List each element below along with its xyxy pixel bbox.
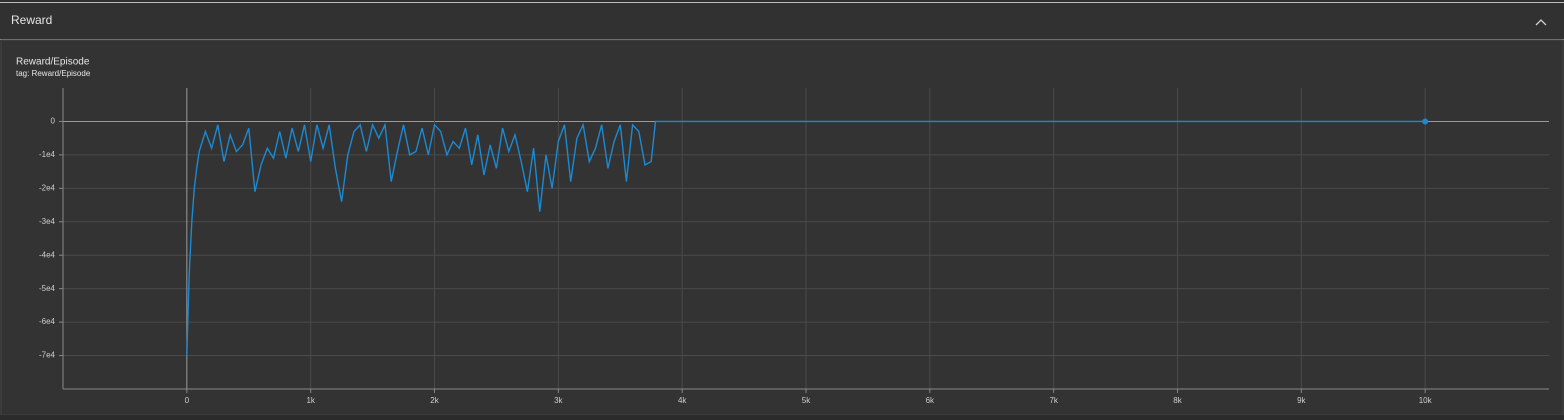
- y-tick-label: -3e4: [39, 217, 56, 226]
- x-tick-label: 10k: [1419, 396, 1433, 405]
- x-tick-label: 4k: [678, 396, 687, 405]
- chart-title: Reward/Episode: [16, 57, 90, 68]
- chart-subtitle: tag: Reward/Episode: [16, 69, 91, 78]
- y-tick-label: 0: [51, 117, 56, 126]
- section-title: Reward: [11, 13, 52, 27]
- last-point: [1422, 118, 1429, 125]
- collapse-icon[interactable]: [1535, 19, 1547, 26]
- y-tick-label: -6e4: [39, 317, 56, 326]
- x-tick-label: 9k: [1297, 396, 1306, 405]
- y-tick-label: -2e4: [39, 183, 56, 192]
- x-tick-label: 3k: [554, 396, 563, 405]
- y-tick-label: -4e4: [39, 250, 56, 259]
- x-tick-label: 8k: [1173, 396, 1182, 405]
- y-tick-label: -7e4: [39, 351, 56, 360]
- x-tick-label: 1k: [306, 396, 315, 405]
- x-tick-label: 7k: [1049, 396, 1058, 405]
- plot: 0 -1e4 -2e4 -3e4 -4e4 -5e4 -6e4 -7e4 0 1k 2k 3k 4k 5k…: [39, 88, 1549, 405]
- chart-card: [0, 39, 1564, 416]
- x-tick-label: 6k: [926, 396, 935, 405]
- x-tick-label: 0: [185, 396, 190, 405]
- y-tick-label: -5e4: [39, 284, 56, 293]
- x-tick-label: 2k: [430, 396, 439, 405]
- data-line: [186, 120, 1426, 356]
- y-tick-label: -1e4: [39, 150, 56, 159]
- section-header[interactable]: [0, 3, 1564, 39]
- x-tick-label: 5k: [802, 396, 811, 405]
